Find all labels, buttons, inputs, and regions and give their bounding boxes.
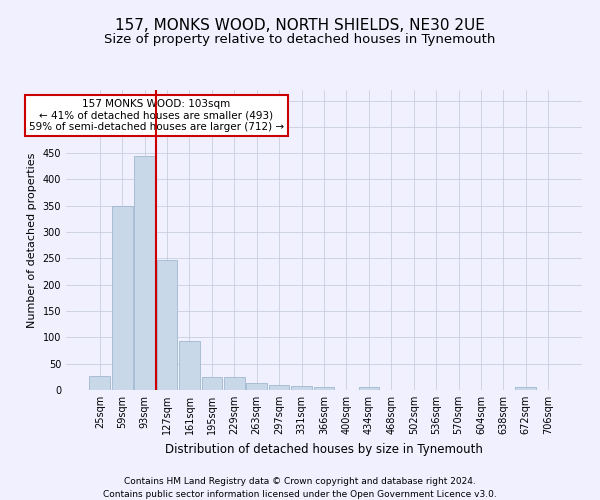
Bar: [291, 386, 312, 390]
Bar: [202, 377, 222, 390]
X-axis label: Distribution of detached houses by size in Tynemouth: Distribution of detached houses by size …: [165, 442, 483, 456]
Text: Size of property relative to detached houses in Tynemouth: Size of property relative to detached ho…: [104, 32, 496, 46]
Bar: [112, 206, 133, 390]
Bar: [247, 382, 267, 390]
Bar: [515, 388, 536, 390]
Text: 157, MONKS WOOD, NORTH SHIELDS, NE30 2UE: 157, MONKS WOOD, NORTH SHIELDS, NE30 2UE: [115, 18, 485, 32]
Bar: [359, 388, 379, 390]
Text: 157 MONKS WOOD: 103sqm
← 41% of detached houses are smaller (493)
59% of semi-de: 157 MONKS WOOD: 103sqm ← 41% of detached…: [29, 99, 284, 132]
Text: Contains HM Land Registry data © Crown copyright and database right 2024.: Contains HM Land Registry data © Crown c…: [124, 478, 476, 486]
Bar: [269, 384, 289, 390]
Bar: [224, 377, 245, 390]
Bar: [89, 376, 110, 390]
Bar: [179, 341, 200, 390]
Bar: [134, 156, 155, 390]
Bar: [157, 260, 178, 390]
Y-axis label: Number of detached properties: Number of detached properties: [27, 152, 37, 328]
Bar: [314, 387, 334, 390]
Text: Contains public sector information licensed under the Open Government Licence v3: Contains public sector information licen…: [103, 490, 497, 499]
